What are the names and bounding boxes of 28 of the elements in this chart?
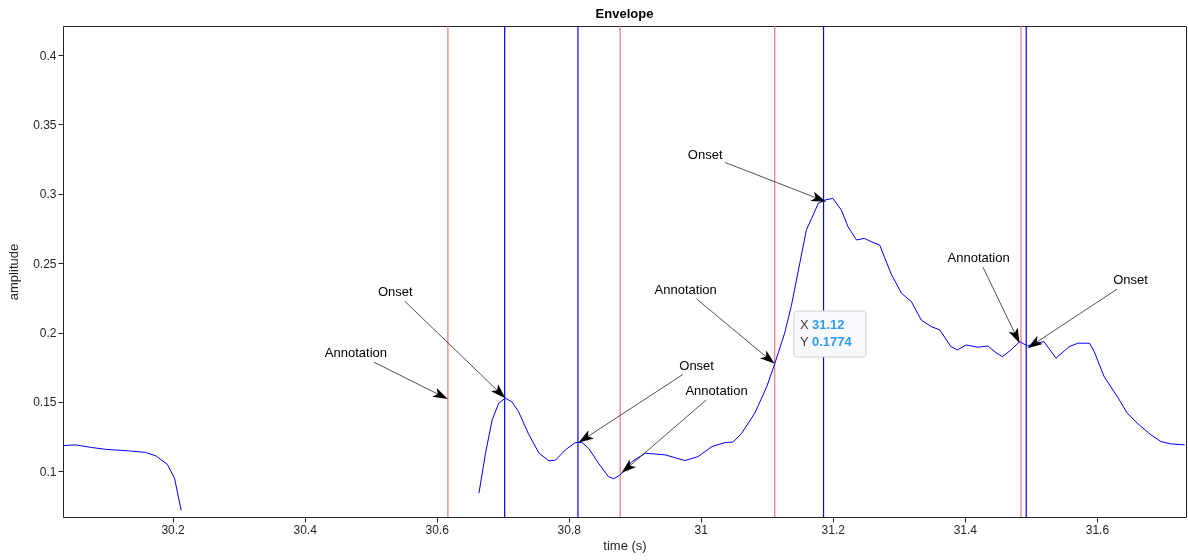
x-tick-label: 31.6 [1085,522,1110,537]
chart-title: Envelope [595,6,654,22]
annotation: Annotation [685,383,748,399]
x-tick-label: 30.6 [425,522,450,537]
annotation: Y 0.1774 [800,334,853,349]
annotation: Annotation [654,281,717,297]
annotation: X 31.12 [800,317,845,332]
y-tick-label: 0.2 [39,326,57,341]
y-axis-title: amplitude [6,243,22,301]
annotation: Annotation [947,250,1010,266]
y-tick-label: 0.15 [33,395,57,410]
y-tick-label: 0.4 [39,48,57,63]
x-axis-title: time (s) [603,537,647,553]
y-tick-label: 0.25 [33,256,57,271]
annotation: Onset [1113,272,1149,288]
annotation: Onset [687,146,723,162]
y-tick-label: 0.3 [39,187,57,202]
annotation: Onset [679,357,715,373]
y-tick-label: 0.35 [33,117,57,132]
x-tick-label: 31.4 [953,522,978,537]
x-tick-label: 30.4 [293,522,318,537]
x-tick-label: 30.2 [161,522,186,537]
x-tick-label: 30.8 [557,522,582,537]
x-tick-label: 31.2 [821,522,846,537]
x-tick-label: 31 [694,522,709,537]
y-tick-label: 0.1 [39,464,57,479]
annotation: Onset [377,284,414,300]
annotation: Annotation [324,345,387,361]
